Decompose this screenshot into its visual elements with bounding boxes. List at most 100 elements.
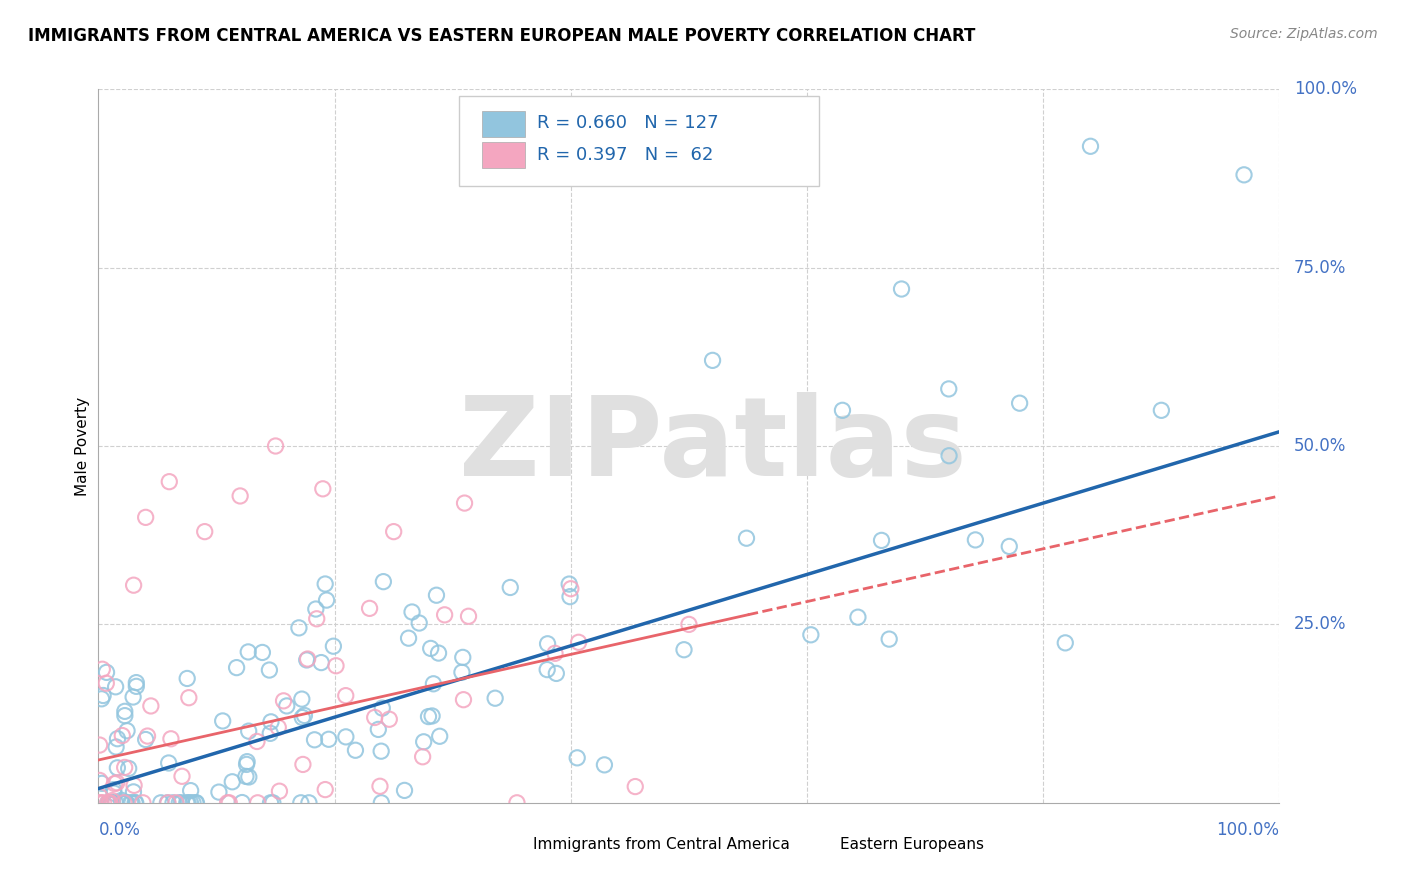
- Text: 0.0%: 0.0%: [98, 821, 141, 838]
- Point: [96, 665, 118, 680]
- Point: [267, 720, 290, 734]
- Point: [291, 757, 314, 772]
- Point: [422, 677, 444, 691]
- Point: [560, 582, 582, 596]
- Point: [624, 780, 647, 794]
- Point: [101, 794, 124, 808]
- Point: [678, 617, 700, 632]
- Point: [419, 641, 441, 656]
- Point: [412, 735, 434, 749]
- Point: [156, 796, 179, 810]
- Point: [181, 796, 204, 810]
- Text: R = 0.660   N = 127: R = 0.660 N = 127: [537, 114, 718, 132]
- Point: [453, 496, 475, 510]
- Point: [408, 615, 430, 630]
- Point: [125, 796, 148, 810]
- Point: [312, 482, 335, 496]
- Point: [382, 524, 405, 539]
- Point: [1150, 403, 1173, 417]
- Point: [593, 757, 616, 772]
- Point: [121, 796, 143, 810]
- Point: [262, 796, 284, 810]
- Point: [938, 382, 960, 396]
- Point: [420, 709, 443, 723]
- Point: [132, 796, 155, 810]
- Point: [170, 769, 193, 783]
- Point: [194, 524, 217, 539]
- Point: [136, 729, 159, 743]
- Point: [170, 796, 193, 810]
- Point: [831, 403, 853, 417]
- Point: [314, 577, 336, 591]
- Point: [877, 632, 900, 647]
- Text: 50.0%: 50.0%: [1294, 437, 1346, 455]
- Point: [425, 588, 447, 602]
- Point: [451, 650, 474, 665]
- Text: 25.0%: 25.0%: [1294, 615, 1346, 633]
- Text: IMMIGRANTS FROM CENTRAL AMERICA VS EASTERN EUROPEAN MALE POVERTY CORRELATION CHA: IMMIGRANTS FROM CENTRAL AMERICA VS EASTE…: [28, 27, 976, 45]
- Point: [135, 510, 157, 524]
- Point: [90, 776, 112, 790]
- Point: [236, 755, 259, 769]
- FancyBboxPatch shape: [458, 96, 818, 186]
- Point: [295, 653, 318, 667]
- Point: [1233, 168, 1256, 182]
- Point: [100, 796, 122, 810]
- Point: [1080, 139, 1102, 153]
- Point: [297, 652, 319, 666]
- Point: [90, 796, 112, 810]
- Point: [378, 712, 401, 726]
- Point: [1054, 636, 1077, 650]
- Point: [288, 621, 311, 635]
- Point: [97, 796, 120, 810]
- Text: 75.0%: 75.0%: [1294, 259, 1346, 277]
- Point: [91, 662, 114, 676]
- Point: [364, 710, 387, 724]
- Point: [120, 796, 142, 810]
- Point: [104, 777, 127, 791]
- Point: [558, 590, 581, 604]
- Point: [394, 783, 416, 797]
- Point: [314, 782, 336, 797]
- Point: [211, 714, 233, 728]
- Point: [412, 749, 434, 764]
- Text: 100.0%: 100.0%: [1216, 821, 1279, 838]
- Point: [139, 698, 162, 713]
- Point: [135, 732, 157, 747]
- Point: [114, 760, 136, 774]
- Point: [246, 796, 269, 810]
- Point: [568, 635, 591, 649]
- Point: [122, 578, 145, 592]
- Point: [177, 690, 200, 705]
- Point: [309, 656, 332, 670]
- Point: [98, 796, 121, 810]
- Point: [367, 723, 389, 737]
- Point: [112, 796, 135, 810]
- Point: [373, 574, 395, 589]
- Point: [93, 796, 115, 810]
- Point: [162, 796, 184, 810]
- Point: [457, 609, 479, 624]
- Point: [238, 645, 260, 659]
- Text: ZIPatlas: ZIPatlas: [458, 392, 966, 500]
- Point: [180, 783, 202, 797]
- Point: [429, 729, 451, 743]
- Point: [235, 769, 257, 783]
- Point: [398, 631, 420, 645]
- Point: [114, 796, 136, 810]
- Point: [157, 475, 180, 489]
- Point: [298, 796, 321, 810]
- Point: [115, 723, 138, 738]
- Point: [98, 796, 121, 810]
- Point: [290, 796, 312, 810]
- Text: R = 0.397   N =  62: R = 0.397 N = 62: [537, 146, 713, 164]
- Point: [315, 593, 337, 607]
- Point: [259, 726, 281, 740]
- Point: [264, 439, 287, 453]
- Point: [184, 796, 207, 810]
- Point: [122, 778, 145, 792]
- Point: [103, 782, 125, 797]
- Point: [273, 694, 295, 708]
- Point: [294, 708, 316, 723]
- Point: [269, 784, 291, 798]
